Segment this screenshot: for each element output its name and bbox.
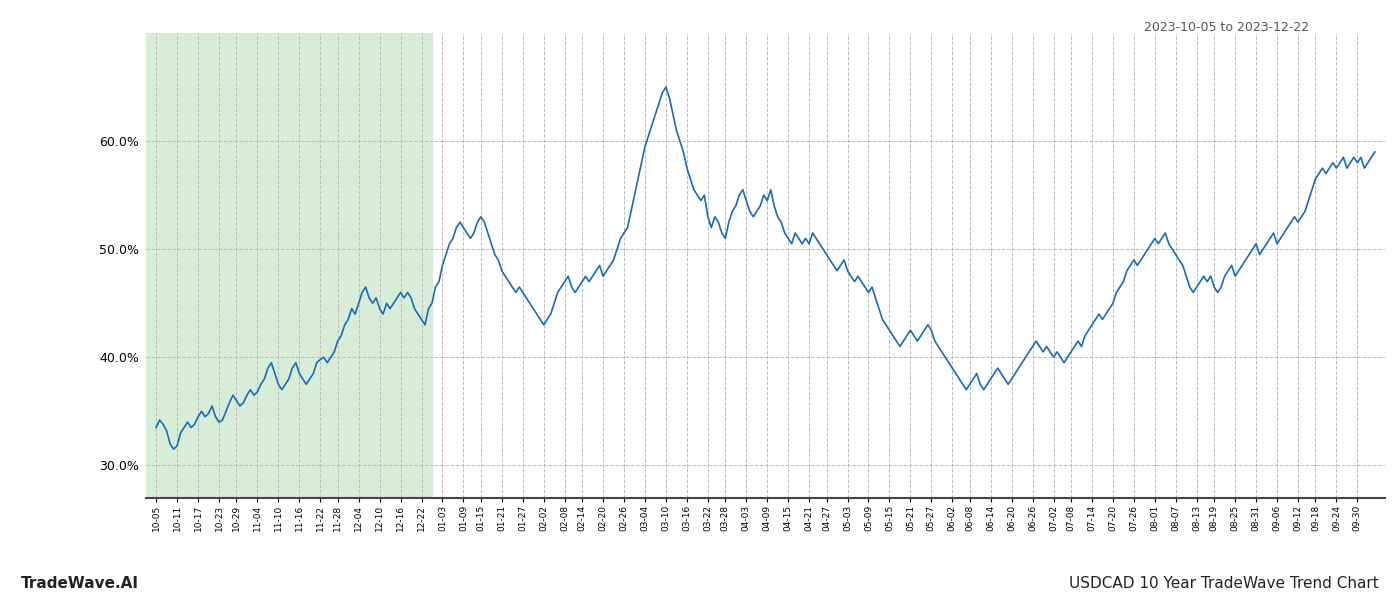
Bar bbox=[146, 33, 431, 498]
Text: TradeWave.AI: TradeWave.AI bbox=[21, 576, 139, 591]
Text: 2023-10-05 to 2023-12-22: 2023-10-05 to 2023-12-22 bbox=[1144, 21, 1309, 34]
Text: USDCAD 10 Year TradeWave Trend Chart: USDCAD 10 Year TradeWave Trend Chart bbox=[1070, 576, 1379, 591]
